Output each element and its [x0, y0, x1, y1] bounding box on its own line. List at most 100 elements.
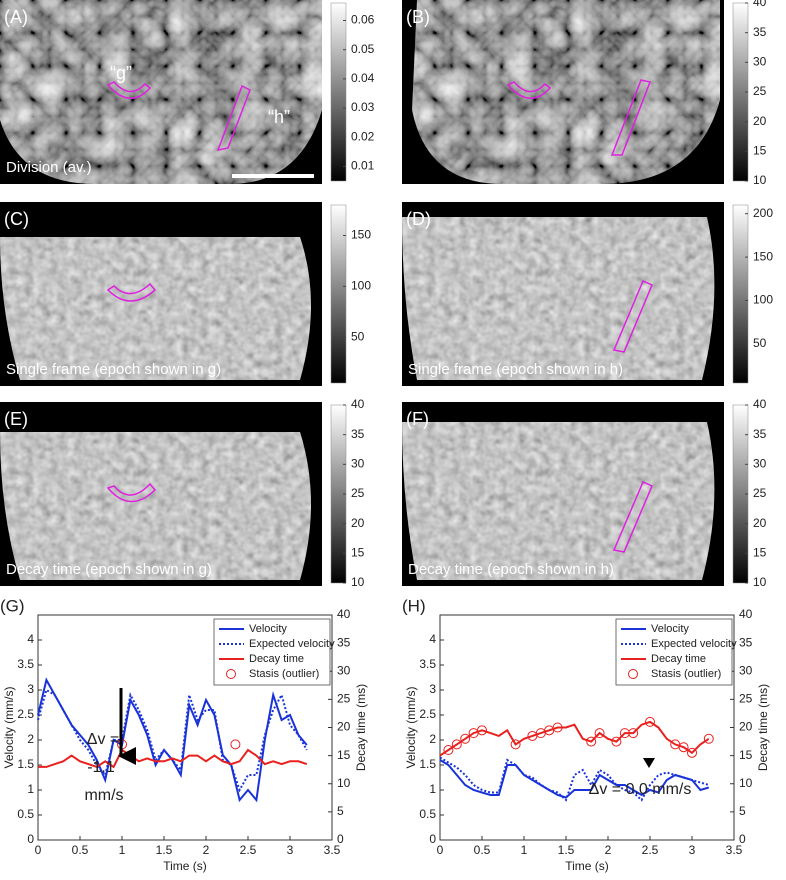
x-tick-label: 1.5	[156, 843, 173, 857]
x-tick-label: 2	[203, 843, 210, 857]
outlier-marker	[594, 728, 605, 739]
outlier-marker	[451, 739, 462, 750]
colorbar-tick-label: 150	[351, 228, 371, 242]
image	[0, 237, 311, 380]
image-field	[402, 217, 715, 380]
image-field	[412, 0, 720, 184]
colorbar-tick-label: 40	[351, 397, 365, 411]
y-tick-label: 0.5	[17, 807, 34, 821]
x-tick-label: 0	[437, 843, 444, 857]
outlier-marker	[586, 736, 597, 747]
y2-tick-label: 30	[337, 663, 351, 677]
caption: Single frame (epoch shown in g)	[6, 361, 221, 378]
image-field	[402, 422, 715, 580]
outlier-marker	[687, 747, 697, 758]
colorbar-tick-label: 20	[753, 516, 767, 530]
colorbar	[330, 2, 347, 182]
roi-outline	[106, 482, 157, 503]
chart-label: (H)	[402, 596, 426, 615]
roi-label: “h”	[268, 107, 290, 127]
y2-tick-label: 30	[739, 663, 753, 677]
x-tick-label: 3.5	[324, 843, 341, 857]
colorbar-tick-label: 20	[351, 516, 365, 530]
x-tick-label: 1	[119, 843, 126, 857]
x-tick-label: 2.5	[240, 843, 257, 857]
colorbar-tick-label: 50	[351, 329, 365, 343]
y-tick-label: 2.5	[17, 707, 34, 721]
y2-tick-label: 5	[337, 804, 344, 818]
outlier-marker	[628, 728, 639, 739]
y-tick-label: 1.5	[17, 757, 34, 771]
colorbar-tick-label: 25	[753, 486, 767, 500]
y2-axis-label: Decay time (ms)	[354, 684, 368, 771]
panel-label: (F)	[406, 409, 429, 429]
y-tick-label: 1	[27, 782, 34, 796]
roi-outline	[106, 282, 157, 302]
outlier-marker	[619, 728, 630, 739]
image	[402, 217, 715, 380]
legend-label: Expected velocity	[249, 638, 335, 650]
roi-outline	[106, 81, 152, 99]
annotation: Δv = 0.0 mm/s	[589, 781, 692, 798]
x-tick-label: 1.5	[558, 843, 575, 857]
colorbar-tick-label: 15	[753, 144, 767, 158]
colorbar-tick-label: 35	[753, 427, 767, 441]
colorbar-tick-label: 100	[351, 279, 371, 293]
colorbar-tick-label: 0.03	[351, 100, 375, 114]
series-line	[37, 688, 308, 793]
y2-tick-label: 20	[739, 720, 753, 734]
colorbar-tick-label: 25	[753, 84, 767, 98]
marker-triangle	[643, 758, 655, 768]
colorbar-tick-label: 50	[753, 336, 767, 350]
outlier-marker	[552, 722, 563, 733]
legend-label: Stasis (outlier)	[651, 668, 721, 680]
colorbar-tick-label: 150	[753, 249, 773, 263]
outlier-marker	[510, 739, 521, 750]
colorbar-tick-label: 40	[753, 397, 767, 411]
colorbar-tick-label: 30	[753, 55, 767, 69]
roi-outline	[506, 81, 552, 99]
x-tick-label: 2.5	[642, 843, 659, 857]
colorbar-tick-label: 10	[753, 575, 767, 589]
y2-tick-label: 0	[739, 832, 746, 846]
colorbar-tick-label: 35	[753, 25, 767, 39]
outlier-marker	[645, 716, 655, 727]
y-tick-label: 2	[429, 732, 436, 746]
roi-outline	[612, 280, 653, 353]
y-axis-label: Velocity (mm/s)	[404, 686, 418, 768]
y-tick-label: 0.5	[419, 807, 436, 821]
legend-label: Decay time	[249, 653, 304, 665]
panel-label: (A)	[4, 7, 28, 27]
y2-tick-label: 15	[739, 748, 753, 762]
y2-tick-label: 5	[739, 804, 746, 818]
colorbar-tick-label: 0.01	[351, 159, 375, 173]
roi-outline	[216, 84, 251, 152]
y2-tick-label: 10	[739, 776, 753, 790]
image-field	[0, 432, 311, 580]
y-tick-label: 2	[27, 732, 34, 746]
caption: Single frame (epoch shown in h)	[408, 361, 623, 378]
legend-label: Velocity	[651, 623, 689, 635]
roi-outline	[612, 481, 653, 553]
outlier-marker	[678, 742, 689, 753]
series-line	[439, 720, 710, 757]
series-line	[439, 756, 710, 802]
legend-label: Expected velocity	[651, 638, 737, 650]
caption: Division (av.)	[6, 159, 92, 176]
annotation: Δv =	[87, 731, 119, 748]
outlier-marker	[703, 733, 714, 744]
series-line	[439, 759, 710, 799]
y2-axis-label: Decay time (ms)	[756, 684, 770, 771]
x-tick-label: 2	[605, 843, 612, 857]
x-tick-label: 0.5	[72, 843, 89, 857]
y-tick-label: 3.5	[419, 657, 436, 671]
colorbar-tick-label: 15	[351, 546, 365, 560]
colorbar	[330, 204, 347, 384]
x-tick-label: 3	[689, 843, 696, 857]
chart-label: (G)	[0, 596, 25, 615]
roi-label: “g”	[110, 63, 132, 83]
y2-tick-label: 25	[337, 692, 351, 706]
outlier-marker	[230, 739, 241, 750]
colorbar	[732, 204, 749, 384]
